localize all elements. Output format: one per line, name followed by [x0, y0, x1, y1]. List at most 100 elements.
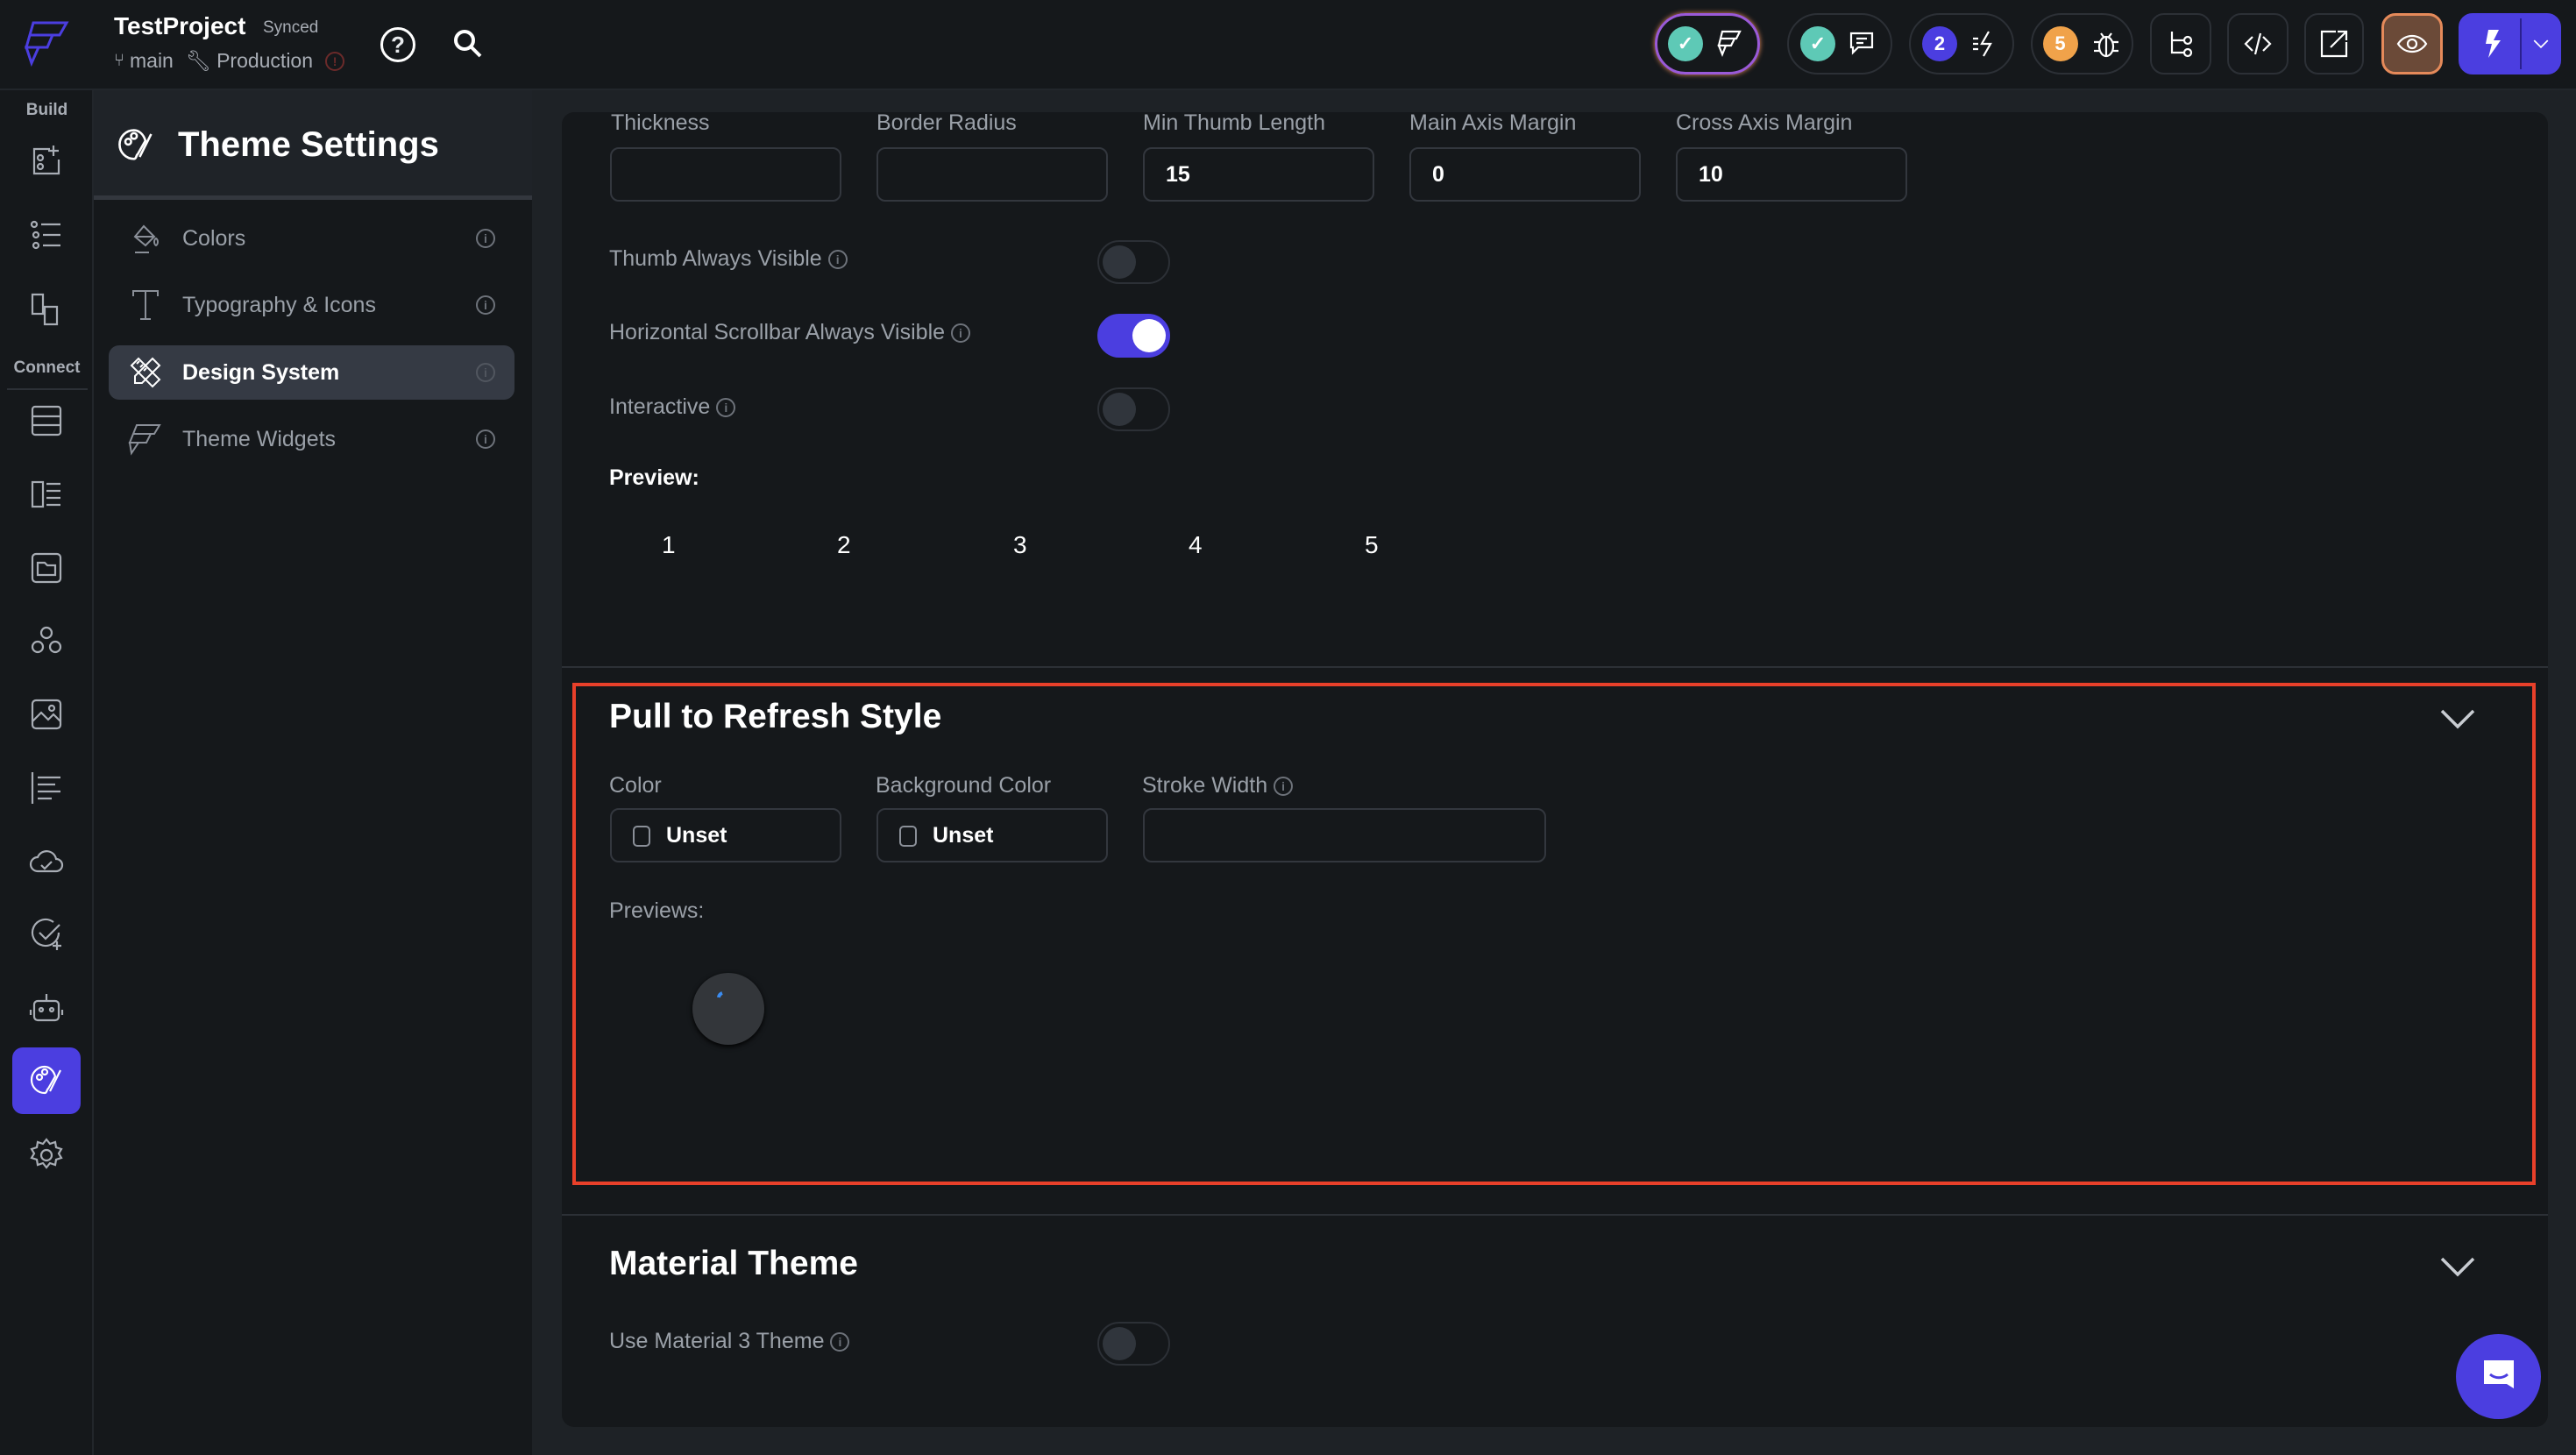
code-button[interactable]: [2227, 13, 2289, 75]
text-type-icon: [128, 287, 163, 323]
min-thumb-length-label: Min Thumb Length: [1143, 110, 1325, 135]
interactive-toggle[interactable]: [1097, 387, 1170, 431]
build-section-label: Build: [25, 101, 68, 119]
chevron-down-icon[interactable]: [2438, 706, 2477, 732]
thumb-always-visible-label: Thumb Always Visible i: [609, 246, 848, 272]
eye-icon: [2396, 34, 2428, 53]
branch-name[interactable]: main: [130, 49, 174, 72]
add-widget-icon[interactable]: [25, 139, 68, 183]
chat-bubble-icon: [2483, 1359, 2514, 1388]
use-material3-toggle[interactable]: [1097, 1322, 1170, 1366]
image-icon[interactable]: [25, 692, 68, 736]
border-radius-input[interactable]: [876, 147, 1108, 202]
cross-axis-margin-input[interactable]: 10: [1676, 147, 1907, 202]
info-icon[interactable]: i: [476, 363, 495, 382]
theme-status-button[interactable]: ✓: [1655, 13, 1760, 75]
check-icon: ✓: [1668, 26, 1703, 61]
sidebar-item-colors[interactable]: Colors i: [109, 211, 514, 266]
background-color-label: Background Color: [876, 773, 1052, 798]
color-label: Color: [609, 773, 662, 798]
widget-logo-icon: [128, 422, 163, 457]
horizontal-scrollbar-label: Horizontal Scrollbar Always Visible i: [609, 320, 970, 345]
robot-icon[interactable]: [25, 986, 68, 1030]
search-icon[interactable]: [452, 28, 484, 60]
branch-icon: [2170, 32, 2193, 58]
database-icon[interactable]: [25, 399, 68, 443]
cross-axis-margin-label: Cross Axis Margin: [1676, 110, 1853, 135]
bugs-button[interactable]: 5: [2031, 13, 2133, 75]
check-icon: ✓: [1800, 26, 1835, 61]
refresh-indicator-preview: [692, 973, 764, 1045]
issues-button[interactable]: 2: [1909, 13, 2014, 75]
left-nav-rail: Build Connect: [0, 90, 94, 1455]
chevron-down-icon[interactable]: [2438, 1253, 2477, 1280]
chevron-down-icon[interactable]: [2529, 28, 2553, 60]
horizontal-scrollbar-toggle[interactable]: [1097, 314, 1170, 358]
media-assets-icon[interactable]: [25, 546, 68, 590]
bug-icon: [2093, 32, 2118, 58]
pull-to-refresh-title: Pull to Refresh Style: [609, 698, 942, 735]
theme-settings-icon[interactable]: [12, 1047, 81, 1114]
environment-name[interactable]: Production: [216, 49, 314, 72]
external-link-icon: [2320, 30, 2348, 58]
support-chat-button[interactable]: [2456, 1334, 2541, 1419]
preview-button[interactable]: [2381, 13, 2443, 75]
storyboard-icon[interactable]: [25, 287, 68, 330]
thickness-input[interactable]: [610, 147, 841, 202]
stroke-width-input[interactable]: [1143, 808, 1546, 862]
lightning-lines-icon: [1973, 31, 1992, 57]
test-check-icon[interactable]: [25, 912, 68, 956]
color-swatch: [899, 826, 917, 848]
widget-palette-icon: [1717, 30, 1742, 57]
flutterflow-logo[interactable]: [24, 19, 70, 73]
background-color-picker[interactable]: Unset: [876, 808, 1108, 862]
custom-code-icon[interactable]: [25, 620, 68, 664]
info-icon[interactable]: i: [716, 398, 736, 418]
open-external-button[interactable]: [2304, 13, 2364, 75]
code-icon: [2244, 32, 2272, 55]
panel-title: Theme Settings: [178, 125, 439, 164]
sidebar-item-theme-widgets[interactable]: Theme Widgets i: [109, 412, 514, 466]
settings-gear-icon[interactable]: [25, 1133, 68, 1177]
align-text-icon[interactable]: [25, 766, 68, 810]
info-icon[interactable]: i: [476, 229, 495, 248]
comments-button[interactable]: ✓: [1787, 13, 1892, 75]
api-calls-icon[interactable]: [25, 472, 68, 516]
preview-item: 5: [1365, 531, 1379, 558]
color-picker[interactable]: Unset: [610, 808, 841, 862]
preview-item: 2: [837, 531, 851, 558]
previews-label: Previews:: [609, 898, 705, 923]
chat-icon: [1849, 32, 1874, 55]
main-axis-margin-label: Main Axis Margin: [1409, 110, 1577, 135]
sidebar-item-label: Design System: [182, 359, 340, 385]
help-icon[interactable]: ?: [380, 27, 415, 62]
main-axis-margin-input[interactable]: 0: [1409, 147, 1641, 202]
color-swatch: [633, 826, 650, 848]
stroke-width-label: Stroke Width i: [1142, 773, 1294, 798]
design-system-card: [562, 112, 2548, 1427]
run-button[interactable]: [2459, 13, 2561, 75]
preview-item: 1: [662, 531, 676, 558]
info-icon[interactable]: i: [830, 1332, 850, 1352]
info-icon[interactable]: i: [476, 295, 495, 315]
sidebar-item-typography[interactable]: Typography & Icons i: [109, 278, 514, 332]
min-thumb-length-input[interactable]: 15: [1143, 147, 1374, 202]
branching-button[interactable]: [2150, 13, 2211, 75]
info-icon[interactable]: i: [951, 323, 970, 344]
widget-tree-icon[interactable]: [25, 213, 68, 257]
spinner-icon: [717, 991, 723, 998]
info-icon[interactable]: i: [827, 250, 848, 270]
warning-icon[interactable]: !: [325, 51, 345, 71]
info-icon[interactable]: i: [1274, 777, 1294, 797]
theme-settings-panel: Theme Settings Colors i Typography & Ico…: [94, 90, 532, 1455]
sidebar-item-design-system[interactable]: Design System i: [109, 345, 514, 400]
use-material3-label: Use Material 3 Theme i: [609, 1329, 850, 1354]
palette-icon: [118, 129, 153, 160]
connect-section-label: Connect: [13, 358, 81, 377]
cloud-icon[interactable]: [25, 839, 68, 883]
thumb-always-visible-toggle[interactable]: [1097, 240, 1170, 284]
project-name: TestProject: [114, 12, 246, 39]
info-icon[interactable]: i: [476, 429, 495, 449]
pull-to-refresh-section-highlight: [572, 683, 2536, 1185]
paint-bucket-icon: [128, 221, 163, 256]
